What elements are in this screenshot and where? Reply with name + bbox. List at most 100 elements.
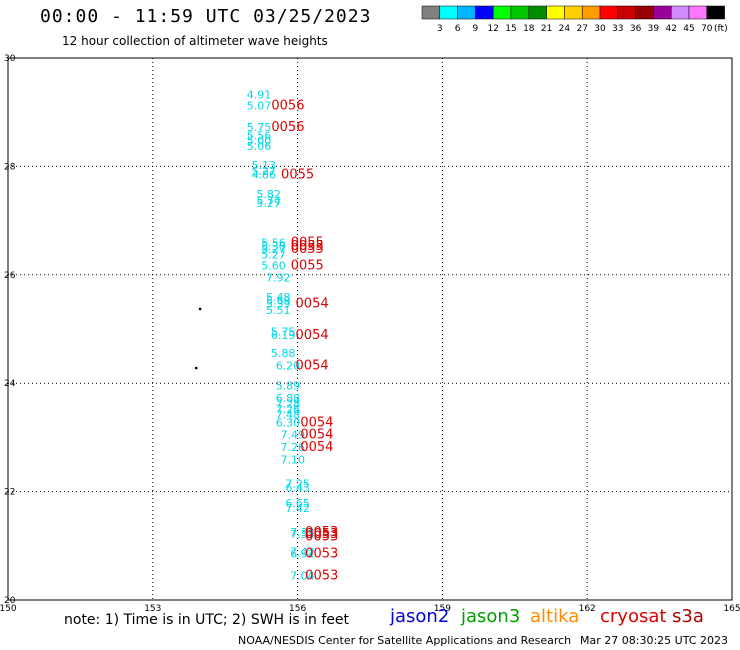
wave-height-label: 4.86 — [252, 168, 277, 181]
colorbar-swatch — [706, 5, 725, 20]
wave-height-label: 7.26 — [281, 441, 306, 454]
location-dot — [194, 366, 198, 370]
wave-height-label: 5.56 — [261, 237, 286, 250]
satellite-altika: altika — [530, 606, 580, 627]
wave-height-label: 5.51 — [266, 304, 291, 317]
colorbar-label: 45 — [683, 24, 694, 34]
time-label: 0054 — [296, 328, 329, 343]
wave-height-label: 6.19 — [271, 329, 296, 342]
colorbar-label: 18 — [523, 24, 535, 34]
time-label: 0053 — [305, 527, 338, 542]
colorbar-label: 27 — [576, 24, 587, 34]
y-tick-label: 22 — [4, 488, 15, 498]
wave-height-label: 5.00 — [247, 135, 272, 148]
wave-height-label: 5.48 — [266, 291, 291, 304]
y-tick-label: 24 — [4, 379, 16, 389]
chart-title: 00:00 - 11:59 UTC 03/25/2023 — [40, 6, 372, 27]
time-label: 0056 — [271, 120, 304, 135]
y-tick-label: 20 — [4, 596, 16, 606]
colorbar-label: 36 — [630, 24, 642, 34]
location-dot — [198, 307, 202, 311]
wave-height-label: 5.30 — [261, 240, 286, 253]
x-tick-label: 150 — [0, 604, 17, 614]
colorbar-label: 6 — [455, 24, 461, 34]
wave-height-label: 7.49 — [281, 428, 306, 441]
colorbar-label: 9 — [473, 24, 479, 34]
satellite-cryosat: cryosat — [600, 606, 667, 627]
x-tick-label: 165 — [723, 604, 740, 614]
wave-height-label: 6.92 — [290, 548, 315, 561]
wave-height-label: 5.69 — [266, 295, 291, 308]
wave-height-label: 5.27 — [252, 165, 277, 178]
wave-height-label: 7.92 — [266, 271, 291, 284]
wave-height-label: 5.75 — [247, 121, 272, 134]
time-label: 0054 — [300, 416, 333, 431]
y-tick-label: 26 — [4, 271, 16, 281]
colorbar-label: 24 — [559, 24, 571, 34]
y-tick-label: 30 — [4, 54, 16, 64]
colorbar-label: 42 — [665, 24, 676, 34]
colorbar-label: 39 — [648, 24, 660, 34]
wave-height-label: 5.07 — [247, 99, 272, 112]
x-tick-label: 156 — [289, 604, 306, 614]
wave-height-label: 7.28 — [276, 398, 301, 411]
wave-height-label: 5.06 — [247, 140, 272, 153]
time-label: 0054 — [300, 440, 333, 455]
satellite-jason3: jason3 — [461, 606, 521, 627]
wave-height-label: 5.88 — [271, 347, 296, 360]
x-tick-label: 162 — [579, 604, 596, 614]
time-label: 0054 — [296, 296, 329, 311]
time-label: 0054 — [296, 359, 329, 374]
wave-height-label: 7.04 — [290, 569, 315, 582]
wave-height-label: 7.26 — [276, 403, 301, 416]
colorbar-unit: (ft) — [714, 24, 728, 34]
colorbar-label: 15 — [505, 24, 516, 34]
footnote: note: 1) Time is in UTC; 2) SWH is in fe… — [64, 612, 350, 628]
y-tick-label: 28 — [4, 162, 16, 172]
wave-height-label: 5.60 — [261, 259, 286, 272]
time-label: 0055 — [291, 236, 324, 251]
wave-height-label: 4.91 — [247, 89, 272, 102]
time-label: 0053 — [305, 568, 338, 583]
wave-height-label: 5.82 — [256, 188, 281, 201]
x-tick-label: 159 — [434, 604, 451, 614]
wave-height-label: 5.13 — [252, 159, 277, 172]
wave-height-label: 7.42 — [290, 546, 315, 559]
colorbar-label: 3 — [437, 24, 443, 34]
satellite-jason2: jason2 — [390, 606, 450, 627]
colorbar-label: 21 — [541, 24, 552, 34]
wave-height-label: 6.20 — [276, 360, 301, 373]
time-label: 0055 — [291, 242, 324, 257]
color-legend: 3 6 9 12 15 18 21 24 27 30 33 36 39 42 45 70 (ft) — [421, 5, 728, 34]
timestamp: Mar 27 08:30:25 UTC 2023 — [580, 634, 728, 647]
wave-height-label: 7.55 — [290, 528, 315, 541]
wave-height-label: 6.65 — [285, 497, 310, 510]
wave-height-label: 7.25 — [285, 477, 310, 490]
wave-height-label: 7.10 — [281, 453, 306, 466]
chart-subtitle: 12 hour collection of altimeter wave hei… — [62, 34, 328, 48]
satellite-s3a: s3a — [672, 606, 704, 627]
colorbar-label: 30 — [594, 24, 606, 34]
wave-height-label: 7.33 — [290, 526, 315, 539]
time-label: 0055 — [291, 239, 324, 254]
time-label: 0055 — [281, 167, 314, 182]
time-label: 0054 — [300, 427, 333, 442]
wave-height-label: 5.75 — [271, 326, 296, 339]
time-label: 0053 — [305, 525, 338, 540]
time-label: 0053 — [305, 529, 338, 544]
wave-height-label: 6.30 — [276, 417, 301, 430]
x-tick-label: 153 — [144, 604, 161, 614]
wave-height-label: 5.74 — [256, 194, 281, 207]
wave-height-label: 7.42 — [285, 502, 310, 515]
wave-height-label: 6.43 — [285, 482, 310, 495]
plot-frame — [7, 57, 733, 601]
wave-height-label: 5.27 — [256, 197, 281, 210]
wave-height-label: 5.89 — [276, 380, 301, 393]
wave-height-label: 5.27 — [261, 249, 286, 262]
time-label: 0055 — [291, 258, 324, 273]
credit-line: NOAA/NESDIS Center for Satellite Applica… — [238, 634, 572, 647]
wave-height-label: 5.56 — [247, 129, 272, 142]
wave-height-label: 5.27 — [261, 243, 286, 256]
wave-height-label: 6.88 — [276, 392, 301, 405]
